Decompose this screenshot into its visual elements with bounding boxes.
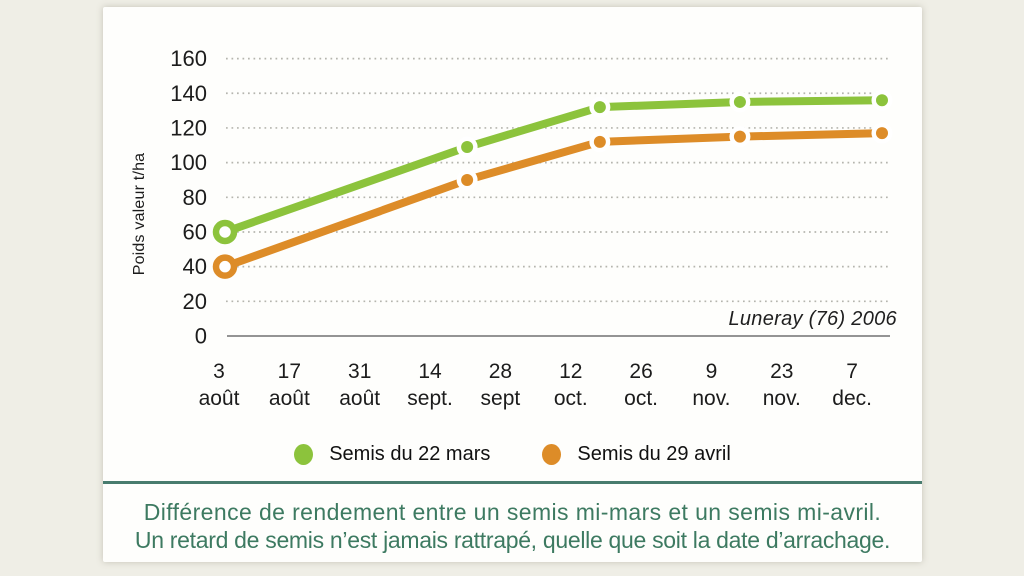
chart-plot: 0 20 40 60 80 100 120 140 160 3 août 17 août 31 août 14… [170, 46, 893, 410]
x-tick-day-label: 17 [278, 360, 301, 383]
x-tick-month-label: dec. [832, 387, 872, 410]
x-tick-month-label: août [269, 387, 310, 410]
legend-item-semis-mars: Semis du 22 mars [294, 443, 490, 466]
chart-annotation: Luneray (76) 2006 [728, 308, 897, 330]
y-tick-label: 140 [170, 81, 207, 106]
y-tick-label: 40 [183, 254, 207, 279]
x-tick-day-label: 28 [489, 360, 512, 383]
x-tick-day-label: 12 [559, 360, 582, 383]
y-tick-label: 100 [170, 150, 207, 175]
y-tick-label: 0 [195, 324, 207, 349]
x-tick-day-label: 26 [629, 360, 652, 383]
x-tick-day-label: 23 [770, 360, 793, 383]
x-tick-month-label: août [199, 387, 240, 410]
legend-swatch-orange-icon [542, 444, 562, 465]
legend-item-semis-avril: Semis du 29 avril [542, 443, 731, 466]
series-marker-icon [461, 173, 474, 186]
y-tick-label: 160 [170, 46, 207, 71]
x-tick-month-label: sept [481, 387, 521, 410]
series-start-marker-icon [212, 254, 238, 279]
x-tick-day-label: 7 [846, 360, 858, 383]
x-tick-month-label: août [339, 387, 380, 410]
y-tick-label: 120 [170, 115, 207, 140]
y-tick-label: 80 [183, 185, 207, 210]
figure-caption: Différence de rendement entre un semis m… [103, 498, 922, 554]
x-tick-day-label: 31 [348, 360, 371, 383]
series-marker-icon [593, 101, 606, 114]
legend-swatch-green-icon [294, 444, 314, 465]
legend-label: Semis du 29 avril [577, 443, 731, 465]
y-tick-label: 60 [183, 219, 207, 244]
x-tick-day-label: 14 [418, 360, 442, 383]
caption-line-2: Un retard de semis n’est jamais rattrapé… [134, 527, 891, 553]
series-start-marker-icon [212, 219, 238, 245]
series-marker-icon [875, 94, 888, 107]
chart-legend: Semis du 22 mars Semis du 29 avril [103, 443, 922, 466]
caption-line-1: Différence de rendement entre un semis m… [143, 499, 882, 525]
legend-label: Semis du 22 mars [329, 443, 491, 465]
series-marker-icon [733, 130, 746, 143]
x-tick-month-label: oct. [554, 387, 588, 410]
figure-panel: 0 20 40 60 80 100 120 140 160 3 août 17 août 31 août 14… [103, 7, 922, 562]
y-axis-title: Poids valeur t/ha [131, 152, 148, 276]
x-tick-month-label: nov. [763, 387, 801, 410]
series-marker-icon [461, 141, 474, 154]
y-tick-label: 20 [183, 289, 207, 314]
x-tick-day-label: 9 [706, 360, 718, 383]
series-marker-icon [875, 127, 888, 140]
series-line [223, 96, 883, 236]
x-tick-month-label: oct. [624, 387, 658, 410]
x-tick-day-label: 3 [213, 360, 225, 383]
x-tick-month-label: nov. [692, 387, 730, 410]
series-marker-icon [733, 95, 746, 108]
separator-line [103, 481, 922, 484]
x-tick-month-label: sept. [407, 387, 453, 410]
series-marker-icon [593, 135, 606, 148]
